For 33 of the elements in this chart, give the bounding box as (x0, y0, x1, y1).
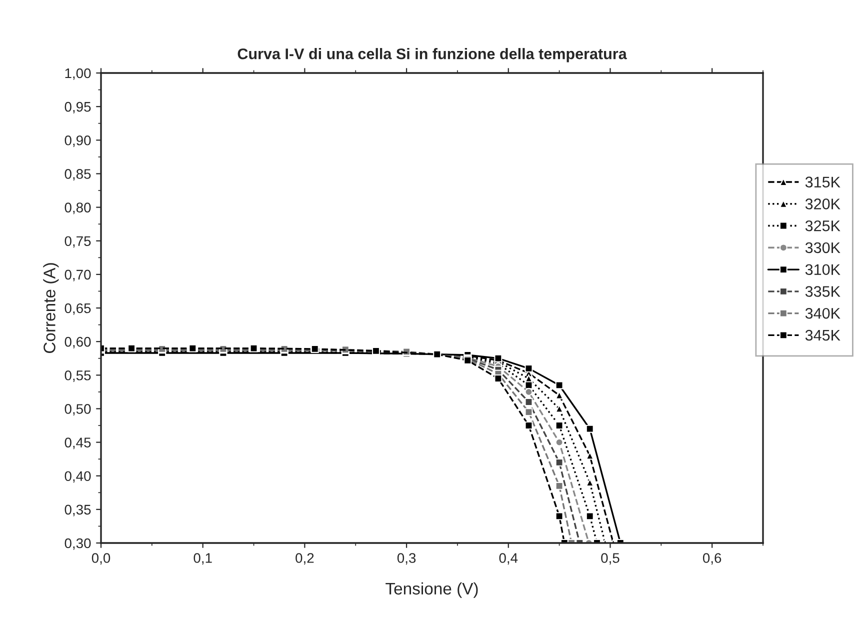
y-tick-label: 0,80 (64, 202, 91, 214)
y-tick-label: 0,50 (64, 404, 91, 416)
legend-label: 340K (805, 308, 840, 319)
y-tick-label: 0,60 (64, 336, 91, 348)
legend-label: 330K (805, 242, 840, 254)
legend-label: 315K (805, 176, 840, 188)
y-tick-label: 0,65 (64, 303, 91, 315)
y-tick-label: 0,30 (64, 538, 91, 550)
x-tick-label: 0,1 (194, 553, 212, 565)
y-tick-label: 0,95 (64, 102, 91, 114)
x-axis-title: Tensione (V) (386, 582, 478, 598)
legend-label: 320K (805, 198, 840, 210)
y-tick-label: 0,85 (64, 169, 91, 181)
y-tick-label: 0,55 (64, 370, 91, 382)
x-tick-label: 0,2 (296, 553, 314, 565)
y-tick-label: 0,75 (64, 236, 91, 248)
legend-label: 345K (805, 330, 840, 341)
legend-label: 325K (805, 220, 840, 232)
y-tick-label: 1,00 (65, 68, 91, 80)
y-axis-title: Corrente (A) (43, 263, 59, 353)
y-tick-label: 0,35 (64, 504, 91, 516)
y-tick-label: 0,70 (64, 270, 91, 282)
y-tick-label: 0,45 (64, 438, 91, 450)
x-tick-label: 0,3 (397, 553, 416, 565)
x-tick-label: 0,5 (601, 553, 620, 565)
x-tick-label: 0,4 (499, 553, 518, 565)
chart-title: Curva I-V di una cella Si in funzione della temperatura (238, 48, 627, 62)
x-tick-label: 0,6 (702, 553, 722, 565)
legend-label: 335K (805, 286, 840, 297)
y-tick-label: 0,90 (64, 135, 91, 147)
x-tick-label: 0,0 (92, 553, 110, 565)
legend-label: 310K (805, 264, 840, 276)
y-tick-label: 0,40 (64, 471, 91, 483)
